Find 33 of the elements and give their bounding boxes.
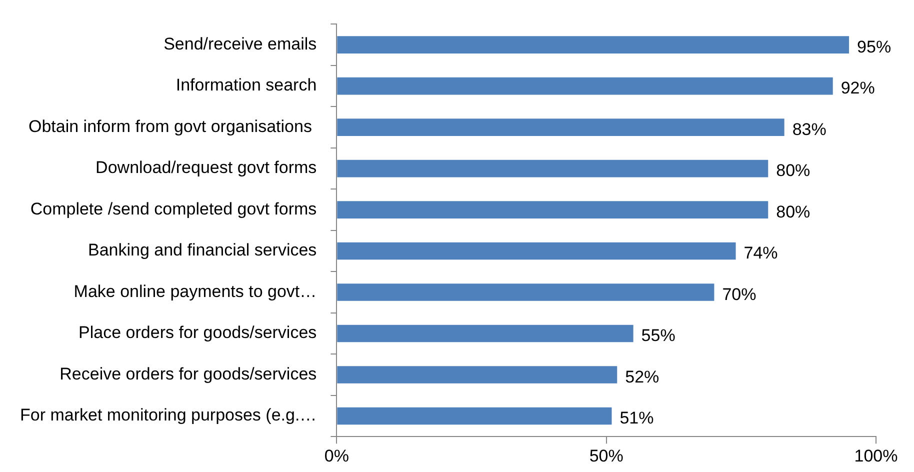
data-label: 70% <box>722 284 756 304</box>
bar <box>337 284 714 301</box>
y-tick-label: Receive orders for goods/services <box>60 364 317 384</box>
x-tick-label: 0% <box>324 446 349 466</box>
data-label: 80% <box>776 202 810 222</box>
y-tick-label: Complete /send completed govt forms <box>30 199 317 218</box>
y-tick-label: For market monitoring purposes (e.g.… <box>20 406 317 425</box>
data-label: 83% <box>792 120 826 139</box>
data-label: 92% <box>840 78 875 98</box>
data-label: 52% <box>625 367 660 386</box>
y-tick-label: Place orders for goods/services <box>78 323 317 342</box>
data-label: 95% <box>857 38 892 57</box>
bar <box>337 201 768 218</box>
x-tick-label: 100% <box>854 446 898 466</box>
bar <box>337 77 833 95</box>
data-label: 55% <box>641 326 676 346</box>
data-label: 74% <box>744 244 778 263</box>
bar <box>337 366 618 384</box>
bar <box>337 118 784 136</box>
x-tick-label: 50% <box>589 446 624 466</box>
bar <box>337 324 634 342</box>
y-tick-label: Obtain inform from govt organisations <box>28 116 317 136</box>
y-tick-label: Banking and financial services <box>88 240 317 260</box>
bar <box>337 242 736 260</box>
bar <box>337 36 850 54</box>
y-tick-label: Download/request govt forms <box>96 158 317 178</box>
bar <box>337 407 612 425</box>
bar <box>337 160 768 178</box>
data-label: 51% <box>620 408 654 428</box>
y-tick-label: Send/receive emails <box>164 34 317 54</box>
y-tick-label: Information search <box>176 76 317 95</box>
data-label: 80% <box>776 161 810 180</box>
y-tick-label: Make online payments to govt… <box>74 282 317 301</box>
